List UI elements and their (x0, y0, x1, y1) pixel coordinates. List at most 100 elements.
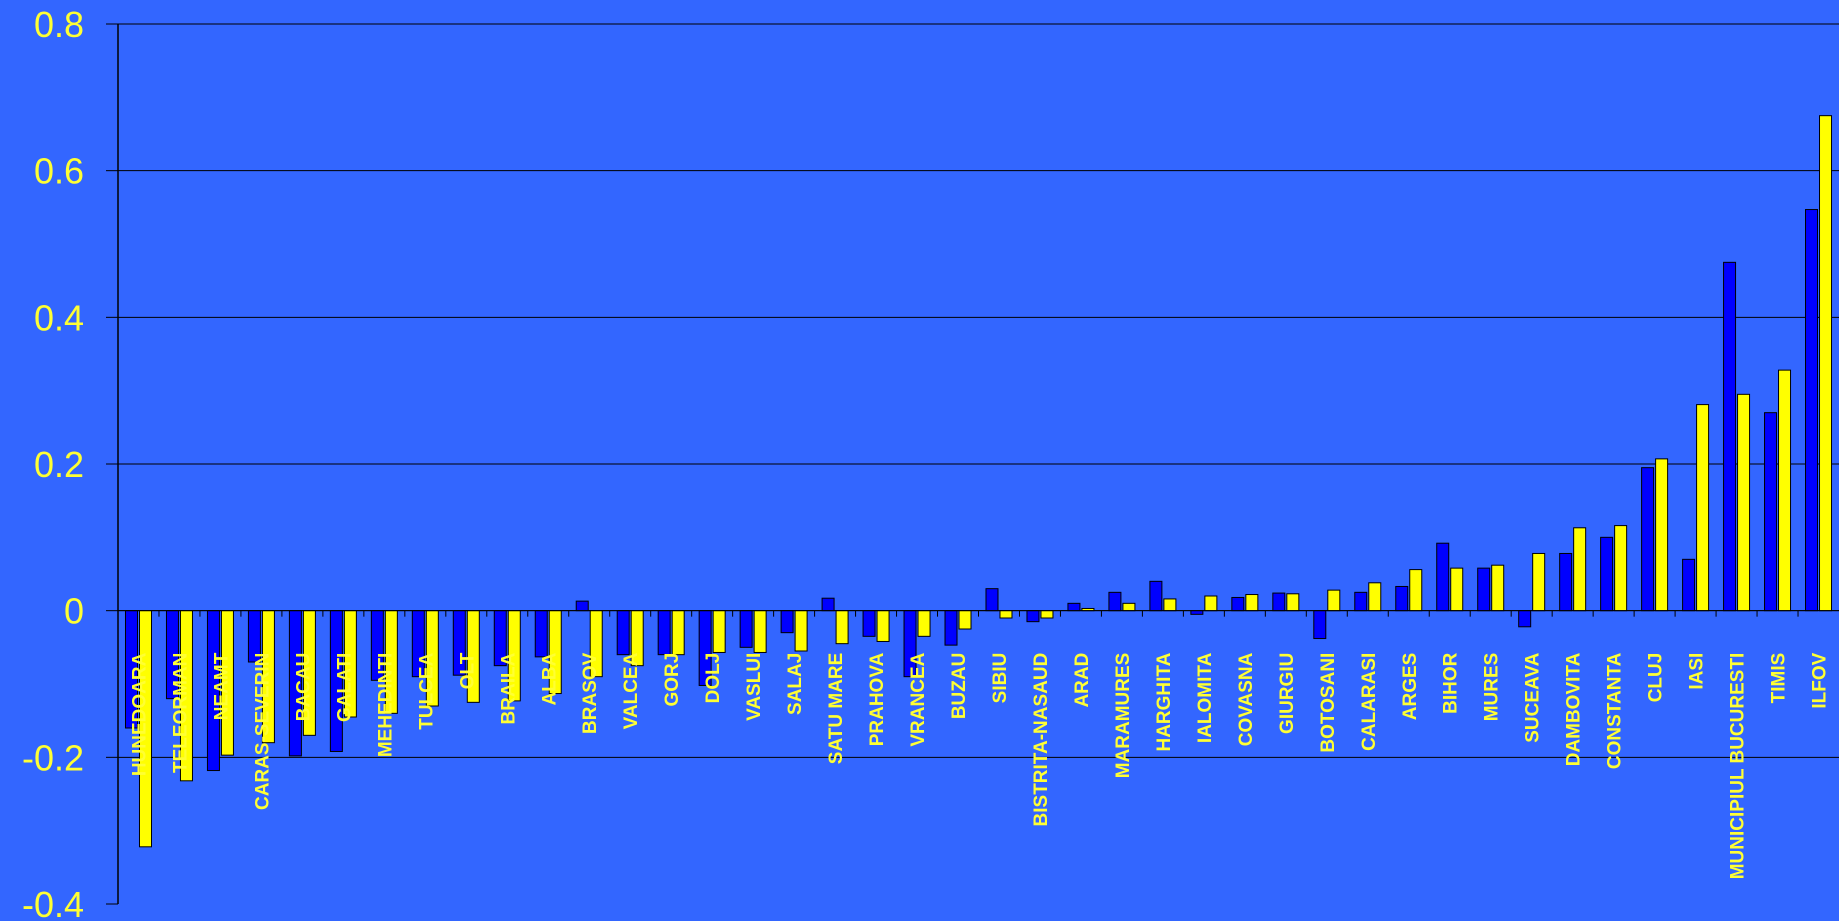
bar-series-1 (1518, 610, 1532, 628)
category-label: VALCEA (621, 652, 642, 729)
bar-series-2 (1122, 602, 1136, 612)
category-label: HARGHITA (1154, 652, 1175, 751)
category-label: TELEORMAN (170, 653, 191, 773)
bar-series-2 (1573, 527, 1587, 612)
bar-series-2 (1655, 458, 1669, 612)
bar-series-1 (739, 610, 753, 648)
category-label: BACAU (293, 653, 314, 722)
category-label: BIHOR (1441, 652, 1462, 714)
bar-series-1 (575, 600, 589, 612)
bar-series-2 (1327, 589, 1341, 612)
bar-series-1 (1067, 602, 1081, 612)
category-label: CALARASI (1359, 653, 1380, 751)
bar-series-1 (780, 610, 794, 634)
bar-series-1 (1764, 412, 1778, 612)
bar-series-1 (1108, 591, 1122, 612)
category-label: GIURGIU (1277, 653, 1298, 734)
bar-series-1 (1354, 591, 1368, 612)
category-label: COVASNA (1236, 652, 1257, 746)
bar-series-2 (1409, 569, 1423, 612)
bar-series-2 (1245, 594, 1259, 612)
category-label: ARAD (1072, 653, 1093, 708)
category-label: OLT (457, 652, 478, 689)
bar-series-1 (944, 610, 958, 646)
category-label: BRAILA (498, 652, 519, 724)
category-label: BRASOV (580, 652, 601, 734)
bar-series-1 (1313, 610, 1327, 640)
category-label: BISTRITA-NASAUD (1031, 653, 1052, 827)
bar-series-1 (1477, 567, 1491, 612)
bar-series-2 (671, 610, 685, 656)
bar-series-2 (1819, 115, 1833, 612)
bar-series-2 (835, 610, 849, 645)
category-label: TIMIS (1769, 653, 1790, 704)
category-label: SIBIU (990, 653, 1011, 704)
bar-series-2 (958, 610, 972, 630)
category-label: CARAS-SEVERIN (252, 653, 273, 810)
category-label: SATU MARE (826, 653, 847, 765)
category-label: VASLUI (744, 653, 765, 721)
bar-series-2 (1450, 567, 1464, 612)
category-label: VRANCEA (908, 652, 929, 746)
y-tick-label: 0 (64, 591, 84, 632)
category-label: MEHEDINTI (375, 653, 396, 758)
bar-series-2 (1614, 525, 1628, 612)
bar-series-1 (1641, 467, 1655, 612)
bar-series-1 (821, 597, 835, 612)
bar-series-2 (1286, 593, 1300, 612)
y-tick-label: -0.4 (22, 884, 84, 921)
category-label: GORJ (662, 653, 683, 707)
bar-series-2 (1778, 369, 1792, 612)
category-label: ARGES (1400, 653, 1421, 721)
category-label: BUZAU (949, 653, 970, 720)
category-label: MURES (1482, 653, 1503, 722)
bar-series-2 (876, 610, 890, 642)
bar-series-1 (1272, 592, 1286, 612)
bars (124, 115, 1833, 848)
bar-series-2 (1491, 564, 1505, 612)
bar-series-2 (1204, 595, 1218, 612)
bar-series-2 (1163, 598, 1177, 612)
bar-series-2 (1040, 610, 1054, 619)
bar-series-1 (985, 588, 999, 612)
bar-series-1 (616, 610, 630, 656)
bar-series-1 (1026, 610, 1040, 623)
bar-series-1 (1682, 558, 1696, 612)
category-label: PRAHOVA (867, 652, 888, 746)
category-label: DOLJ (703, 653, 724, 704)
bar-series-2 (753, 610, 767, 653)
category-labels: HUNEDOARA TELEORMAN NEAMT CARAS-SEVERIN BACA… (117, 610, 1831, 880)
bar-series-1 (1436, 542, 1450, 612)
bar-series-2 (917, 610, 931, 637)
bar-series-1 (534, 610, 548, 658)
bar-series-1 (1559, 552, 1573, 612)
bar-series-1 (1231, 596, 1245, 612)
category-label: CLUJ (1646, 653, 1667, 703)
y-tick-label: 0.4 (34, 297, 84, 338)
y-axis-tick-labels: 0.8 0.6 0.4 0.2 0 -0.2 -0.4 (22, 4, 118, 921)
bar-series-2 (1532, 552, 1546, 612)
category-label: HUNEDOARA (129, 652, 150, 776)
category-label: CONSTANTA (1605, 652, 1626, 769)
category-label: MARAMURES (1113, 653, 1134, 779)
bar-series-1 (1190, 610, 1204, 615)
category-label: IASI (1687, 653, 1708, 690)
bar-series-2 (1737, 393, 1751, 612)
bar-series-1 (1149, 580, 1163, 612)
category-label: SUCEAVA (1523, 652, 1544, 742)
bar-series-2 (794, 610, 808, 652)
bar-series-1 (1723, 261, 1737, 612)
category-label: BOTOSANI (1318, 653, 1339, 753)
bar-series-2 (999, 610, 1013, 619)
category-label: MUNICIPIUL BUCURESTI (1728, 653, 1749, 880)
bar-series-2 (1368, 582, 1382, 612)
bar-series-1 (862, 610, 876, 637)
bar-series-2 (1696, 404, 1710, 612)
y-tick-label: 0.8 (34, 4, 84, 45)
category-label: IALOMITA (1195, 652, 1216, 743)
y-tick-label: 0.6 (34, 151, 84, 192)
category-label: SALAJ (785, 653, 806, 715)
bar-series-1 (657, 610, 671, 656)
category-label: ALBA (539, 652, 560, 705)
